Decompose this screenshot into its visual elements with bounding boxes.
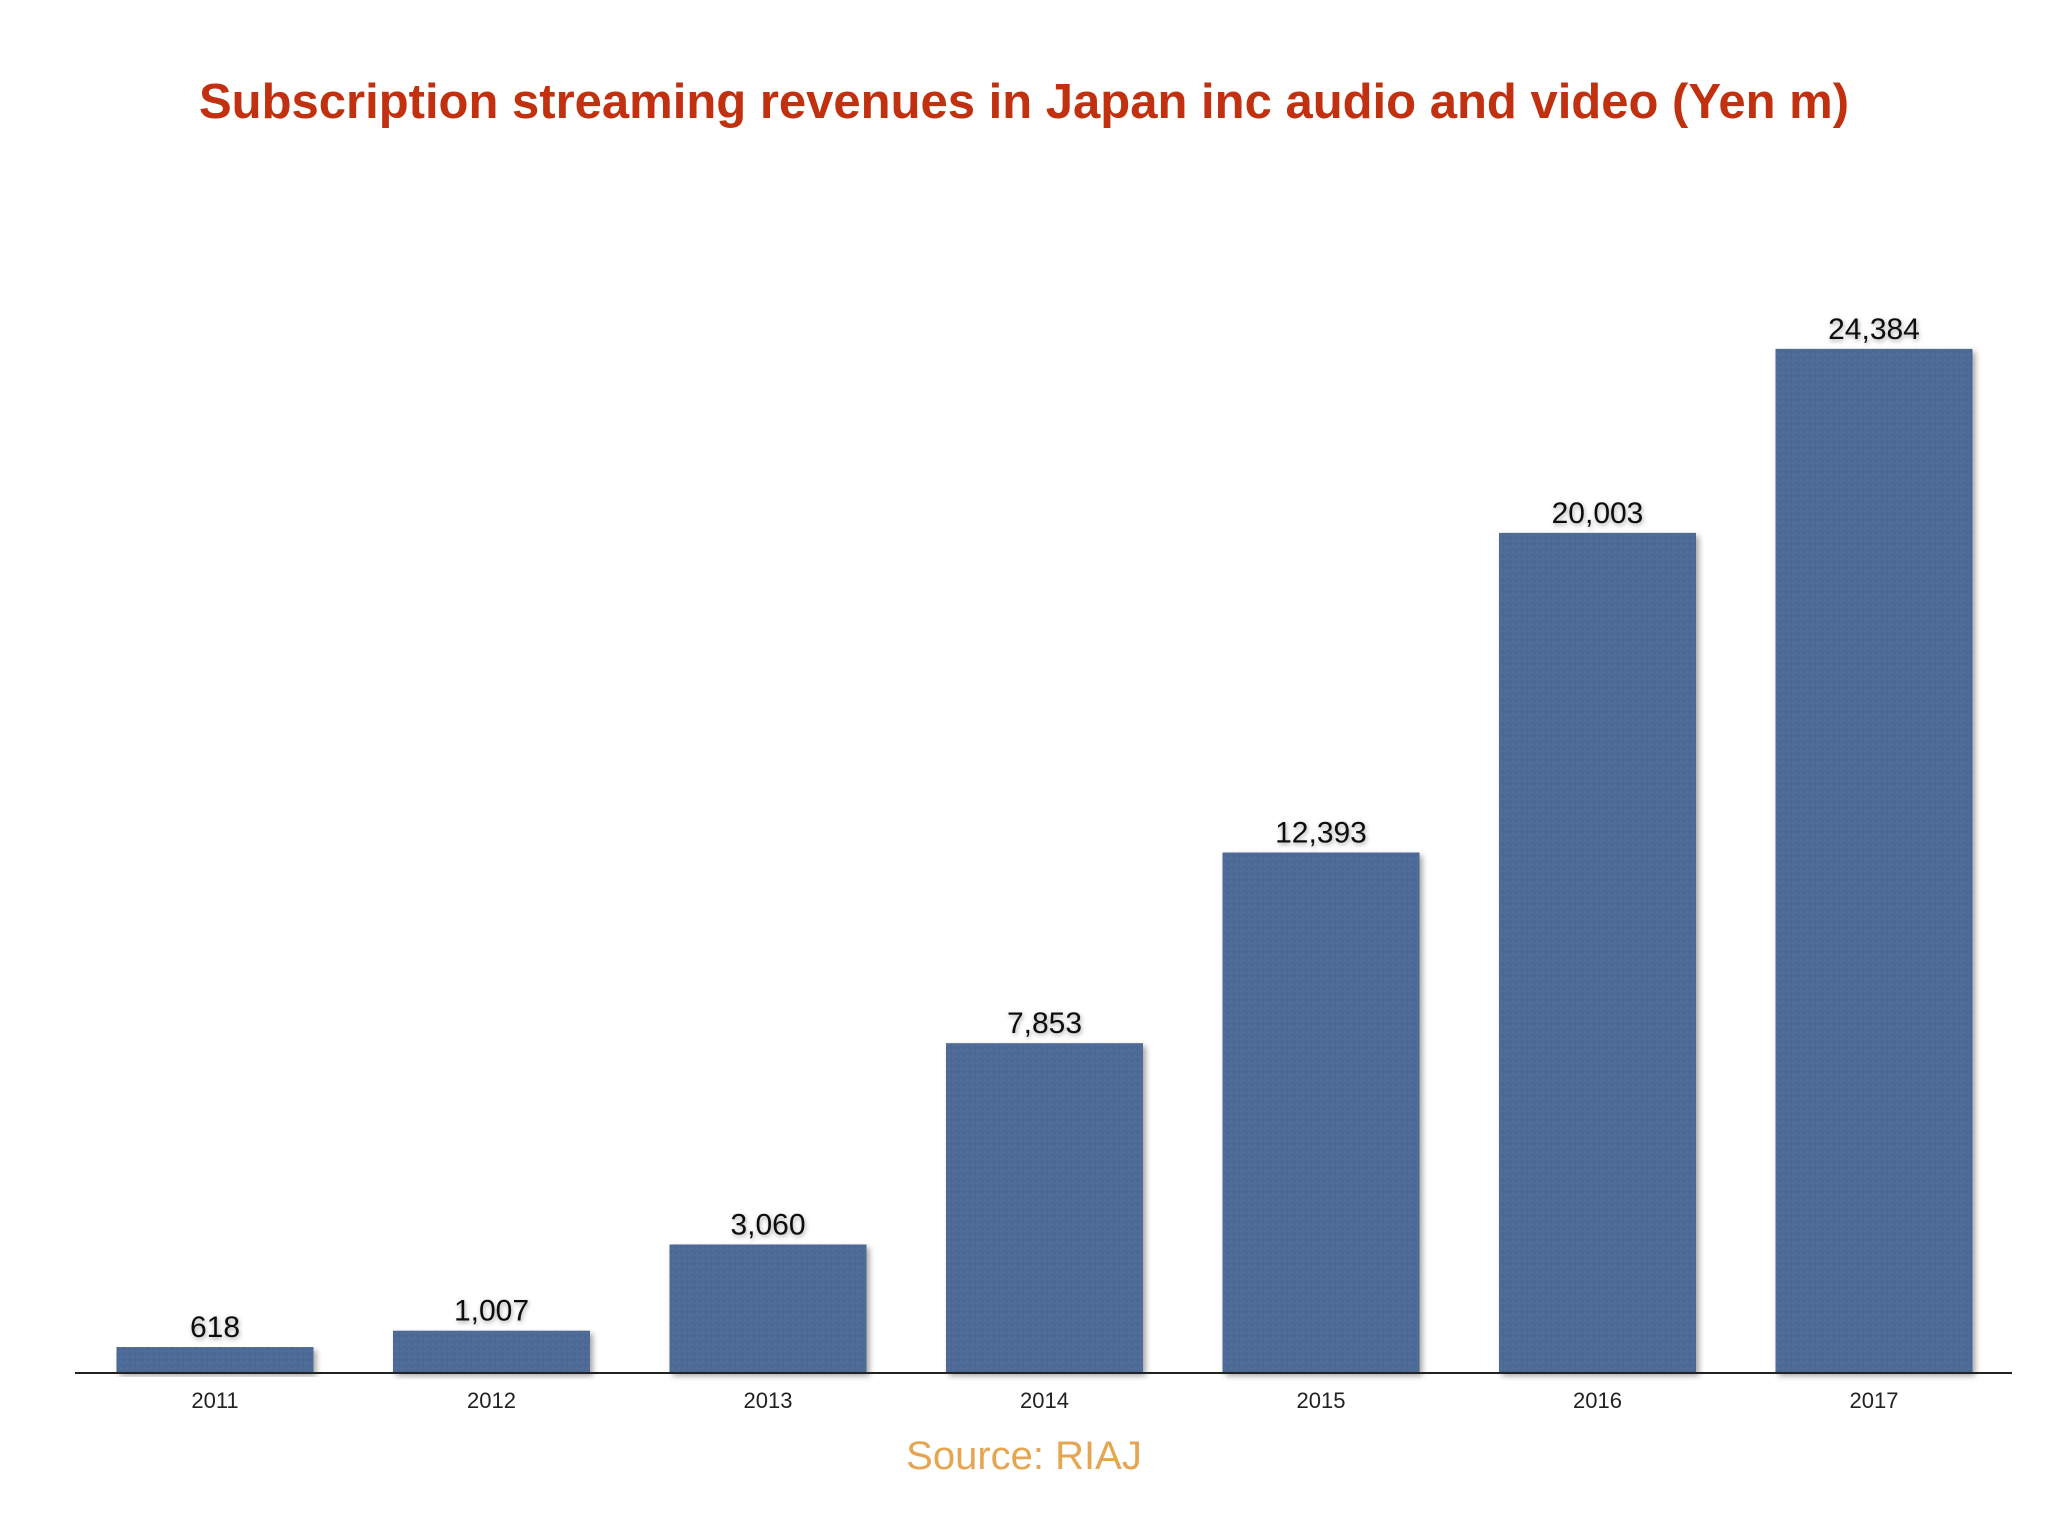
bar-2014 — [946, 1043, 1143, 1373]
value-label-2014: 7,853 — [1007, 1007, 1082, 1040]
x-tick-label-2014: 2014 — [1020, 1388, 1069, 1413]
value-label-2015: 12,393 — [1275, 816, 1367, 849]
value-label-2016: 20,003 — [1552, 497, 1644, 530]
value-labels-layer: 618 1,007 3,060 7,853 12,393 20,003 24,384 — [190, 313, 1920, 1344]
x-tick-label-2016: 2016 — [1573, 1388, 1622, 1413]
value-label-2012: 1,007 — [454, 1295, 529, 1328]
bars-layer — [116, 348, 1973, 1373]
value-label-2017: 24,384 — [1828, 313, 1920, 346]
bar-2013 — [669, 1244, 867, 1373]
x-tick-labels-layer: 2011 2012 2013 2014 2015 2016 2017 — [191, 1388, 1898, 1413]
value-label-2011: 618 — [190, 1311, 240, 1344]
x-tick-label-2011: 2011 — [191, 1388, 238, 1413]
x-tick-label-2015: 2015 — [1297, 1388, 1346, 1413]
source-note: Source: RIAJ — [906, 1434, 1142, 1478]
value-label-2013: 3,060 — [730, 1208, 805, 1241]
bar-2016 — [1499, 532, 1696, 1373]
bar-2011 — [116, 1347, 314, 1373]
x-tick-label-2017: 2017 — [1850, 1388, 1899, 1413]
bar-2015 — [1222, 852, 1420, 1373]
bar-2012 — [393, 1330, 590, 1373]
x-tick-label-2013: 2013 — [744, 1388, 793, 1413]
x-tick-label-2012: 2012 — [467, 1388, 516, 1413]
bar-2017 — [1775, 348, 1973, 1373]
chart-title: Subscription streaming revenues in Japan… — [198, 75, 1850, 129]
